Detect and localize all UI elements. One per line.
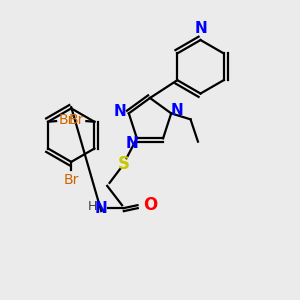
Text: Br: Br [69, 113, 84, 127]
Text: N: N [126, 136, 139, 151]
Text: Br: Br [64, 173, 79, 187]
Text: O: O [143, 196, 157, 214]
Text: N: N [171, 103, 184, 118]
Text: S: S [118, 154, 130, 172]
Text: N: N [114, 103, 127, 118]
Text: N: N [95, 201, 108, 216]
Text: Br: Br [58, 113, 74, 127]
Text: H: H [88, 200, 98, 213]
Text: N: N [194, 22, 207, 37]
